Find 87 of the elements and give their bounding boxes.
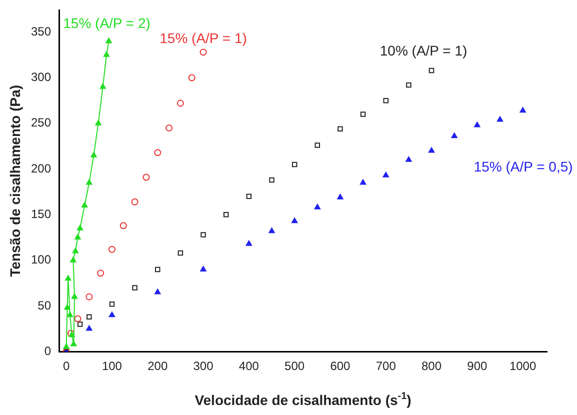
- point: [314, 204, 320, 210]
- point: [360, 179, 366, 185]
- point: [383, 98, 388, 104]
- point: [200, 232, 206, 238]
- series-label: 15% (A/P = 0,5): [474, 158, 573, 174]
- x-tick-label: 1000: [509, 359, 536, 374]
- point: [406, 156, 412, 162]
- point: [63, 344, 70, 350]
- point: [120, 222, 127, 230]
- x-tick-label: 200: [148, 359, 168, 374]
- point: [106, 38, 112, 44]
- point: [246, 194, 252, 200]
- point: [86, 293, 93, 300]
- point: [176, 100, 184, 107]
- x-tick-label: 300: [193, 359, 214, 374]
- y-tick-label: 200: [30, 161, 52, 176]
- point: [200, 48, 207, 56]
- point: [64, 304, 70, 310]
- point: [154, 149, 162, 156]
- point: [72, 248, 79, 254]
- series-label: 15% (A/P = 2): [63, 15, 150, 32]
- point: [451, 132, 458, 138]
- y-tick-label: 300: [30, 70, 52, 84]
- point: [338, 126, 343, 132]
- point: [178, 250, 184, 256]
- point: [77, 322, 83, 327]
- y-tick-label: 250: [30, 116, 52, 130]
- x-tick-label: 0: [62, 359, 70, 374]
- point: [65, 275, 72, 281]
- point: [109, 302, 115, 307]
- point: [76, 224, 84, 230]
- point: [108, 312, 116, 318]
- x-tick-label: 100: [102, 359, 122, 374]
- point: [246, 240, 252, 246]
- y-axis-title: Tensão de cisalhamento (Pa): [6, 84, 23, 277]
- x-tick-label: 600: [330, 359, 351, 374]
- point: [360, 112, 366, 117]
- point: [188, 74, 196, 82]
- point: [100, 83, 106, 89]
- point: [81, 202, 88, 208]
- series-label: 10% (A/P = 1): [380, 42, 468, 58]
- point: [103, 51, 110, 57]
- point: [154, 288, 161, 294]
- point: [155, 266, 160, 272]
- point: [474, 122, 480, 128]
- series-label: 15% (A/P = 1): [160, 30, 247, 46]
- point: [269, 177, 274, 183]
- point: [108, 246, 116, 253]
- y-tick-label: 350: [30, 24, 52, 38]
- point: [132, 285, 138, 290]
- point: [86, 325, 92, 331]
- point: [496, 116, 504, 122]
- y-tick-label: 150: [30, 206, 52, 221]
- point: [74, 234, 81, 240]
- point: [90, 152, 97, 158]
- point: [406, 82, 412, 88]
- point: [200, 266, 206, 272]
- y-tick-label: 0: [44, 344, 52, 358]
- x-tick-label: 500: [284, 359, 305, 374]
- point: [86, 314, 92, 320]
- point: [95, 120, 102, 126]
- point: [291, 218, 298, 224]
- point: [268, 228, 275, 234]
- y-tick-label: 50: [38, 298, 52, 312]
- point: [520, 107, 526, 113]
- point: [142, 174, 150, 181]
- point: [70, 340, 77, 346]
- x-tick-label: 400: [238, 359, 260, 374]
- point: [66, 312, 74, 318]
- point: [382, 172, 389, 178]
- point: [97, 270, 104, 277]
- point: [86, 179, 92, 185]
- y-tick-label: 100: [30, 252, 52, 267]
- point: [131, 198, 138, 206]
- point: [223, 212, 229, 218]
- point: [314, 142, 320, 148]
- point: [74, 315, 82, 322]
- point: [70, 256, 76, 262]
- x-tick-label: 900: [467, 359, 488, 374]
- point: [166, 124, 173, 132]
- x-tick-label: 700: [376, 359, 396, 374]
- point: [428, 68, 434, 74]
- point: [71, 293, 78, 299]
- point: [428, 147, 435, 153]
- point: [337, 194, 344, 200]
- point: [292, 162, 298, 168]
- x-tick-label: 800: [421, 359, 442, 374]
